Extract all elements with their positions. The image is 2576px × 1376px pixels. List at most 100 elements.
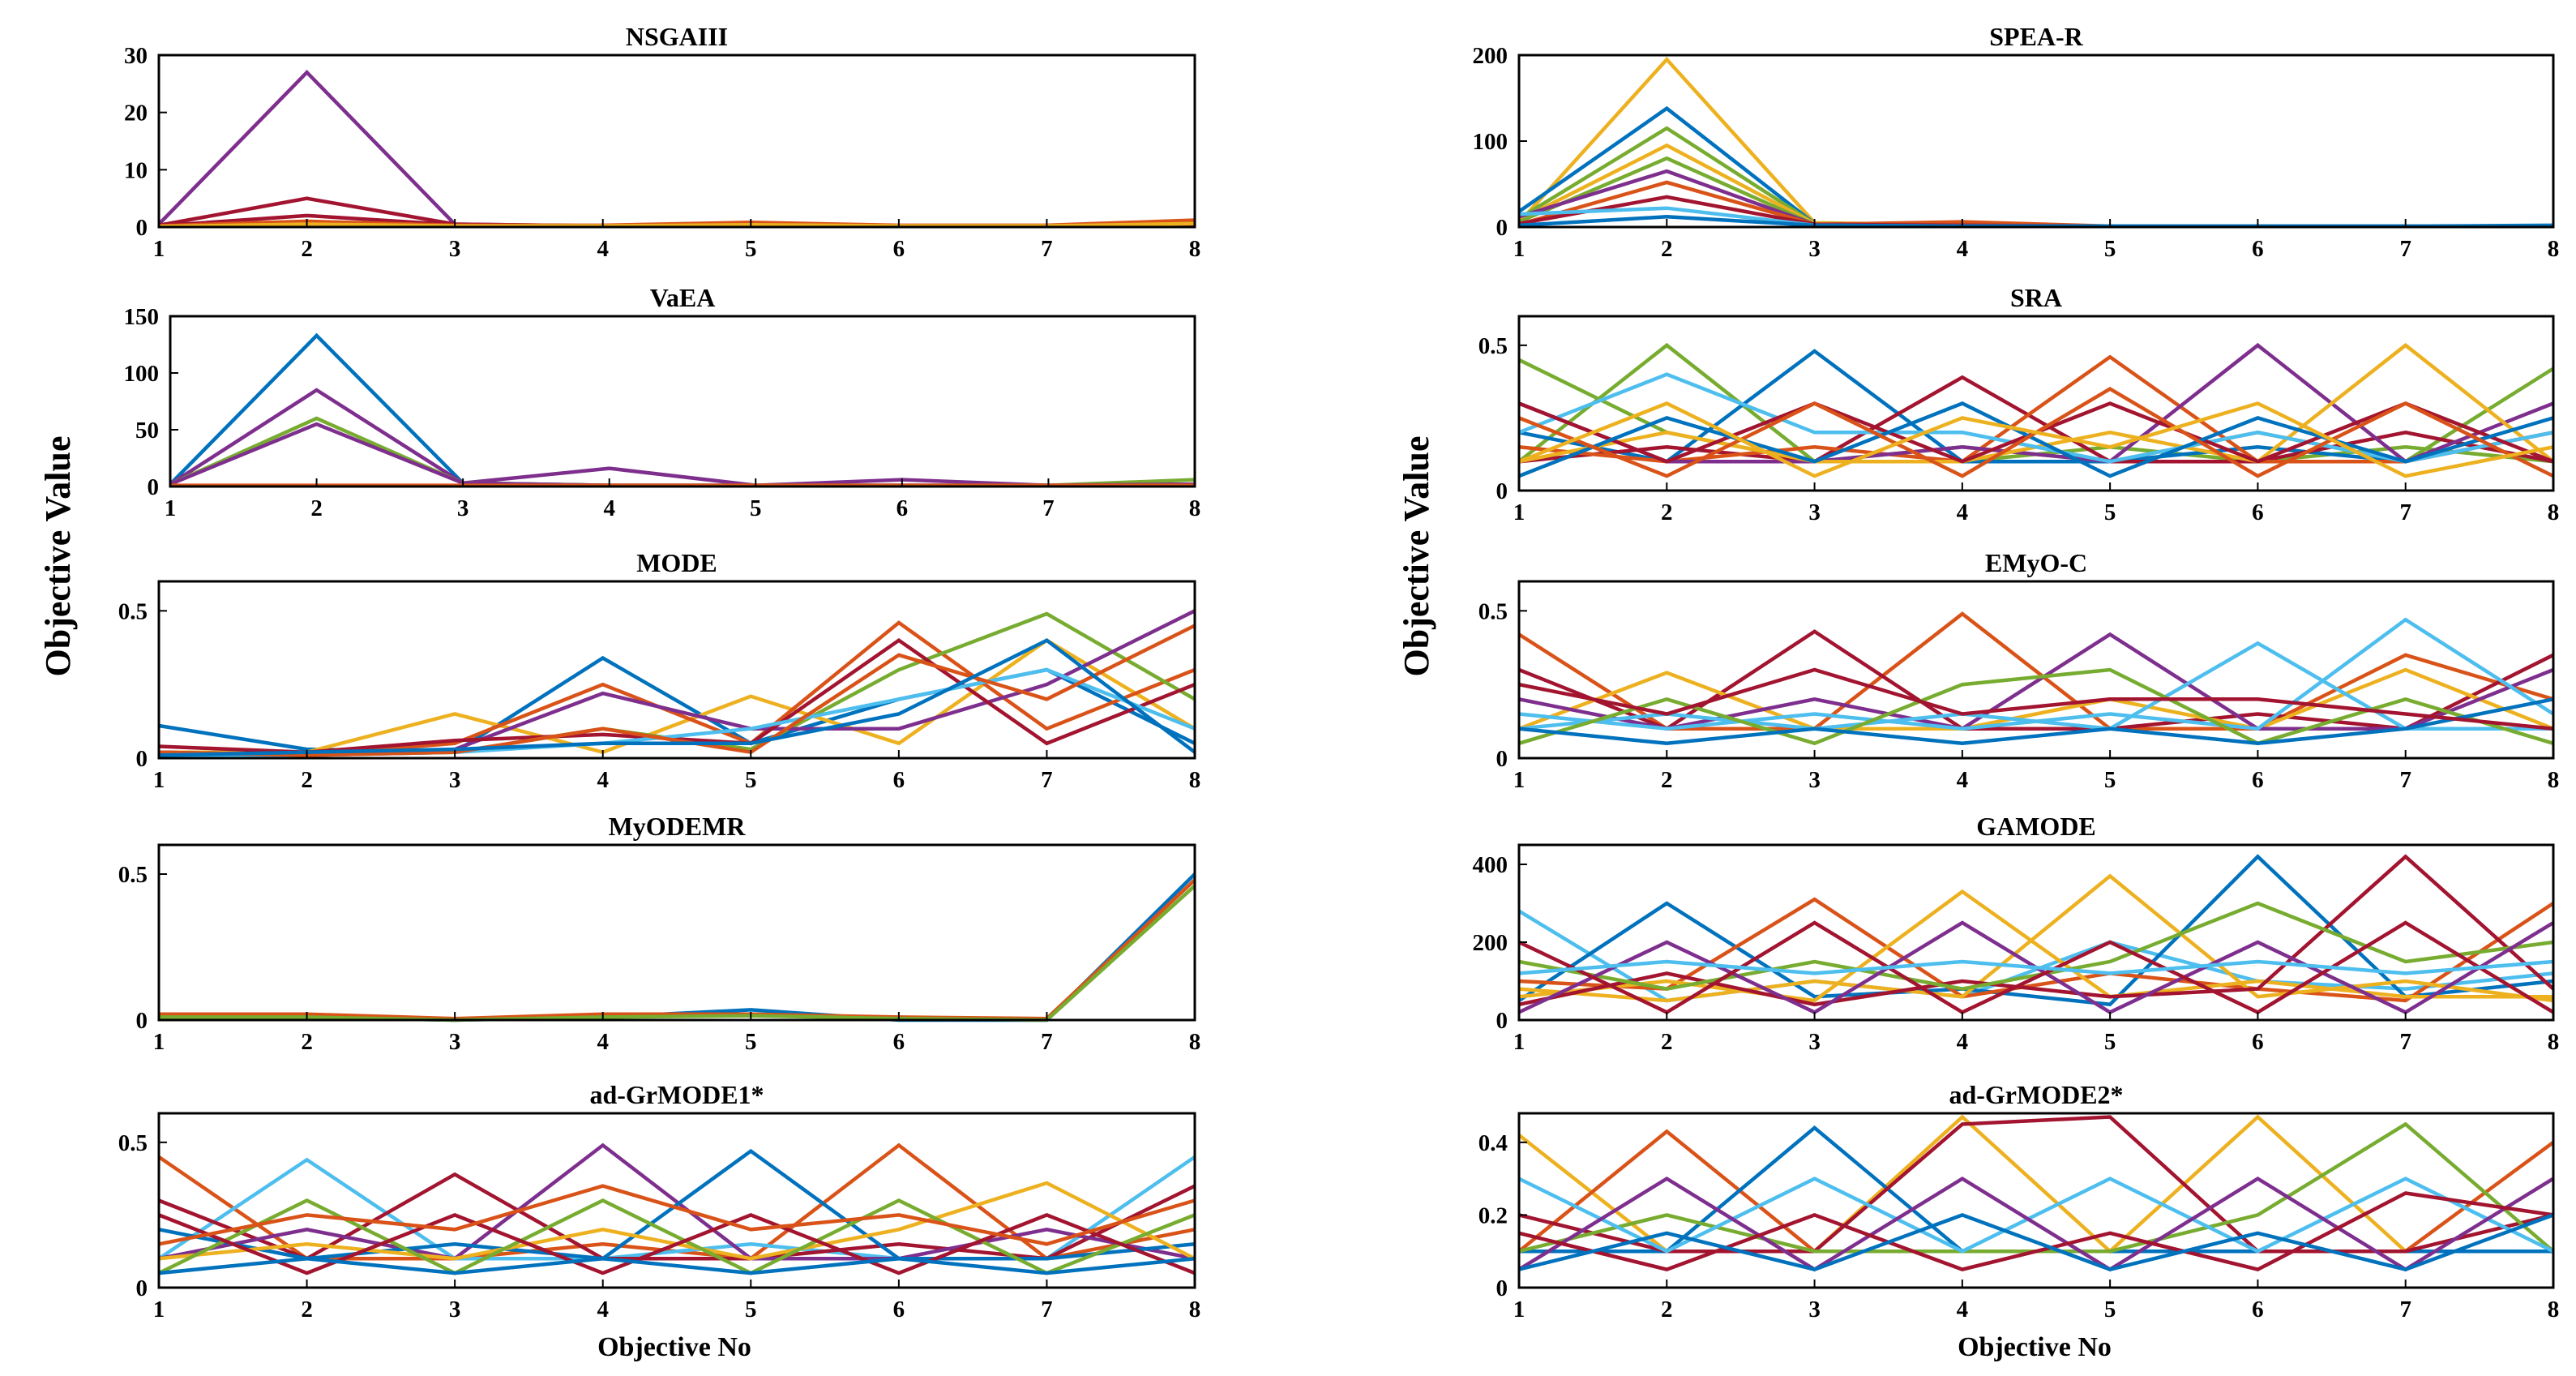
x-tick-label: 8 — [1189, 1297, 1201, 1322]
x-tick-label: 1 — [1513, 767, 1525, 793]
axes-frame — [157, 1112, 1196, 1289]
y-tick-label: 200 — [1473, 43, 1508, 69]
x-tick-label: 1 — [165, 495, 177, 521]
x-axis-label-left: Objective No — [597, 1332, 751, 1362]
x-tick-label: 7 — [1041, 236, 1053, 262]
series-line-1 — [159, 872, 1196, 1022]
series-line-8 — [158, 624, 1196, 757]
x-tick-label: 5 — [745, 1029, 757, 1055]
x-tick-label: 8 — [1189, 236, 1201, 262]
x-tick-label: 4 — [1957, 767, 1969, 793]
chart-panel-9: 1 2 3 4 5 6 7 8 0 0.5 ad-GrMODE1* — [118, 1080, 1201, 1322]
x-tick-label: 2 — [1661, 1029, 1673, 1055]
x-tick-label: 6 — [2252, 236, 2264, 262]
chart-title: ad-GrMODE2* — [1949, 1080, 2123, 1109]
axes-frame — [1517, 54, 2555, 229]
x-tick-label: 8 — [2548, 236, 2560, 262]
x-tick-label: 6 — [893, 767, 905, 793]
series-line-7 — [1518, 180, 2553, 229]
series-line-6 — [1518, 342, 2554, 464]
y-tick-label: 0.5 — [1478, 333, 1508, 359]
x-tick-label: 4 — [597, 236, 609, 262]
x-tick-label: 7 — [1041, 1297, 1053, 1322]
x-tick-label: 1 — [1513, 1297, 1525, 1322]
y-tick-label: 0 — [136, 746, 148, 772]
x-tick-label: 7 — [1042, 495, 1055, 521]
x-tick-label: 5 — [2104, 1029, 2116, 1055]
axes-frame — [1517, 843, 2555, 1022]
x-tick-label: 7 — [2399, 1029, 2411, 1055]
x-tick-label: 2 — [1661, 1297, 1673, 1322]
chart-title: SRA — [2010, 283, 2062, 312]
x-tick-label: 5 — [2104, 499, 2116, 525]
chart-panel-3: 1 2 3 4 5 6 7 8 0 50 100 150 VaEA — [124, 283, 1201, 521]
x-tick-label: 4 — [1957, 236, 1969, 262]
axes-frame — [1517, 580, 2555, 760]
series-line-3 — [158, 1172, 1196, 1261]
x-tick-label: 5 — [750, 495, 762, 521]
series-line-3 — [1517, 126, 2553, 229]
series-line-9 — [1518, 667, 2554, 731]
x-tick-label: 4 — [1957, 1297, 1969, 1322]
x-tick-label: 3 — [1808, 1297, 1821, 1322]
series-line-7 — [1517, 1176, 2555, 1272]
series-line-2 — [159, 638, 1196, 755]
series-line-3 — [1518, 897, 2555, 1003]
chart-panel-4: 1 2 3 4 5 6 7 8 0 0.5 SRA — [1478, 283, 2560, 525]
x-tick-label: 4 — [1957, 1029, 1969, 1055]
y-tick-label: 150 — [124, 304, 160, 330]
series-line-8 — [1518, 195, 2553, 229]
x-tick-label: 3 — [1808, 236, 1821, 262]
series-line-7 — [1518, 342, 2555, 464]
series-line-8 — [158, 1212, 1196, 1275]
chart-title: VaEA — [650, 283, 716, 312]
x-tick-label: 2 — [301, 1029, 313, 1055]
x-tick-label: 4 — [603, 495, 615, 521]
x-tick-label: 1 — [1513, 499, 1525, 525]
series-line-1 — [169, 332, 1196, 487]
series-line-9 — [1518, 920, 2555, 1014]
chart-panel-7: 1 2 3 4 5 6 7 8 0 0.5 MyODEMR — [118, 812, 1201, 1055]
series-line-2 — [1517, 854, 2554, 1007]
x-axis-label-right: Objective No — [1958, 1332, 2112, 1362]
series-line-2 — [159, 878, 1196, 1021]
series-line-9 — [158, 638, 1196, 757]
chart-panel-5: 1 2 3 4 5 6 7 8 0 0.5 MODE — [118, 548, 1201, 793]
chart-title: GAMODE — [1976, 812, 2096, 841]
x-tick-label: 6 — [893, 1297, 905, 1322]
series-line-5 — [1518, 1121, 2555, 1254]
x-tick-label: 3 — [449, 1029, 461, 1055]
series-line-4 — [159, 611, 1196, 757]
series-line-3 — [1519, 1125, 2553, 1254]
series-line-3 — [1518, 667, 2554, 731]
x-tick-label: 6 — [893, 236, 905, 262]
chart-panel-6: 1 2 3 4 5 6 7 8 0 0.5 EMyO-C — [1478, 548, 2560, 793]
series-line-8 — [1518, 697, 2554, 746]
series-line-1 — [1517, 611, 2554, 731]
series-line-10 — [158, 1256, 1196, 1275]
x-tick-label: 6 — [896, 495, 909, 521]
chart-panel-2: 1 2 3 4 5 6 7 8 0 100 200 SPEA-R — [1473, 22, 2560, 262]
y-tick-label: 0.5 — [118, 1130, 148, 1156]
chart-title: MyODEMR — [609, 812, 747, 841]
x-tick-label: 7 — [2399, 1297, 2411, 1322]
y-tick-label: 0 — [148, 474, 160, 500]
chart-panel-1: 1 2 3 4 5 6 7 8 0 10 20 30 NSGAIII — [124, 22, 1200, 262]
x-tick-label: 3 — [449, 1297, 461, 1322]
series-line-10 — [1518, 401, 2554, 478]
series-line-2 — [1517, 342, 2554, 464]
x-tick-label: 1 — [1513, 1029, 1525, 1055]
series-line-5 — [158, 609, 1196, 757]
chart-title: ad-GrMODE1* — [589, 1080, 764, 1109]
x-tick-label: 3 — [449, 767, 461, 793]
x-tick-label: 7 — [2399, 236, 2411, 262]
x-tick-label: 5 — [745, 1297, 757, 1322]
series-line-4 — [1518, 375, 2554, 464]
series-line-2 — [1518, 629, 2555, 731]
series-line-6 — [158, 1181, 1196, 1261]
x-tick-label: 5 — [745, 236, 757, 262]
x-tick-label: 2 — [1661, 767, 1673, 793]
x-tick-label: 3 — [457, 495, 469, 521]
y-tick-label: 400 — [1473, 852, 1508, 878]
series-line-4 — [1518, 632, 2554, 731]
